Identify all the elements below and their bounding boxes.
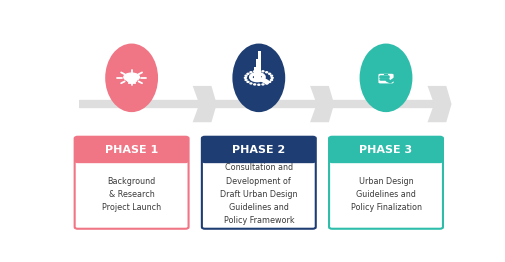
Circle shape	[250, 83, 252, 84]
Circle shape	[250, 72, 252, 73]
Bar	[254, 67, 256, 79]
Circle shape	[247, 81, 249, 83]
Ellipse shape	[232, 43, 285, 112]
Polygon shape	[310, 86, 334, 122]
Circle shape	[245, 75, 247, 76]
Circle shape	[254, 71, 256, 72]
Circle shape	[269, 81, 271, 83]
FancyBboxPatch shape	[202, 137, 316, 229]
Bar	[256, 59, 258, 79]
Text: PHASE 1: PHASE 1	[105, 145, 158, 155]
Circle shape	[271, 79, 273, 80]
FancyBboxPatch shape	[378, 74, 393, 83]
Circle shape	[124, 73, 139, 81]
Circle shape	[245, 79, 247, 80]
Circle shape	[258, 84, 260, 85]
Bar	[205, 152, 313, 162]
FancyBboxPatch shape	[202, 137, 316, 163]
Circle shape	[254, 84, 256, 85]
FancyBboxPatch shape	[75, 137, 188, 229]
Circle shape	[244, 77, 246, 78]
Text: Urban Design
Guidelines and
Policy Finalization: Urban Design Guidelines and Policy Final…	[350, 177, 422, 212]
Polygon shape	[193, 86, 217, 122]
Text: PHASE 3: PHASE 3	[360, 145, 413, 155]
Bar	[78, 152, 185, 162]
FancyBboxPatch shape	[329, 137, 443, 229]
FancyBboxPatch shape	[75, 137, 188, 163]
Text: Background
& Research
Project Launch: Background & Research Project Launch	[102, 177, 161, 212]
FancyBboxPatch shape	[329, 137, 443, 163]
Circle shape	[262, 71, 264, 72]
Circle shape	[266, 83, 268, 84]
Polygon shape	[428, 86, 451, 122]
Ellipse shape	[360, 43, 413, 112]
Bar	[384, 74, 388, 75]
Circle shape	[266, 72, 268, 73]
Circle shape	[269, 73, 271, 74]
Circle shape	[271, 77, 273, 78]
Circle shape	[262, 84, 264, 85]
Circle shape	[247, 73, 249, 74]
Text: Consultation and
Development of
Draft Urban Design
Guidelines and
Policy Framewo: Consultation and Development of Draft Ur…	[220, 163, 297, 225]
Text: PHASE 2: PHASE 2	[232, 145, 285, 155]
Circle shape	[271, 75, 273, 76]
Circle shape	[258, 70, 260, 72]
Bar	[259, 51, 261, 79]
Bar	[332, 152, 440, 162]
Ellipse shape	[105, 43, 158, 112]
